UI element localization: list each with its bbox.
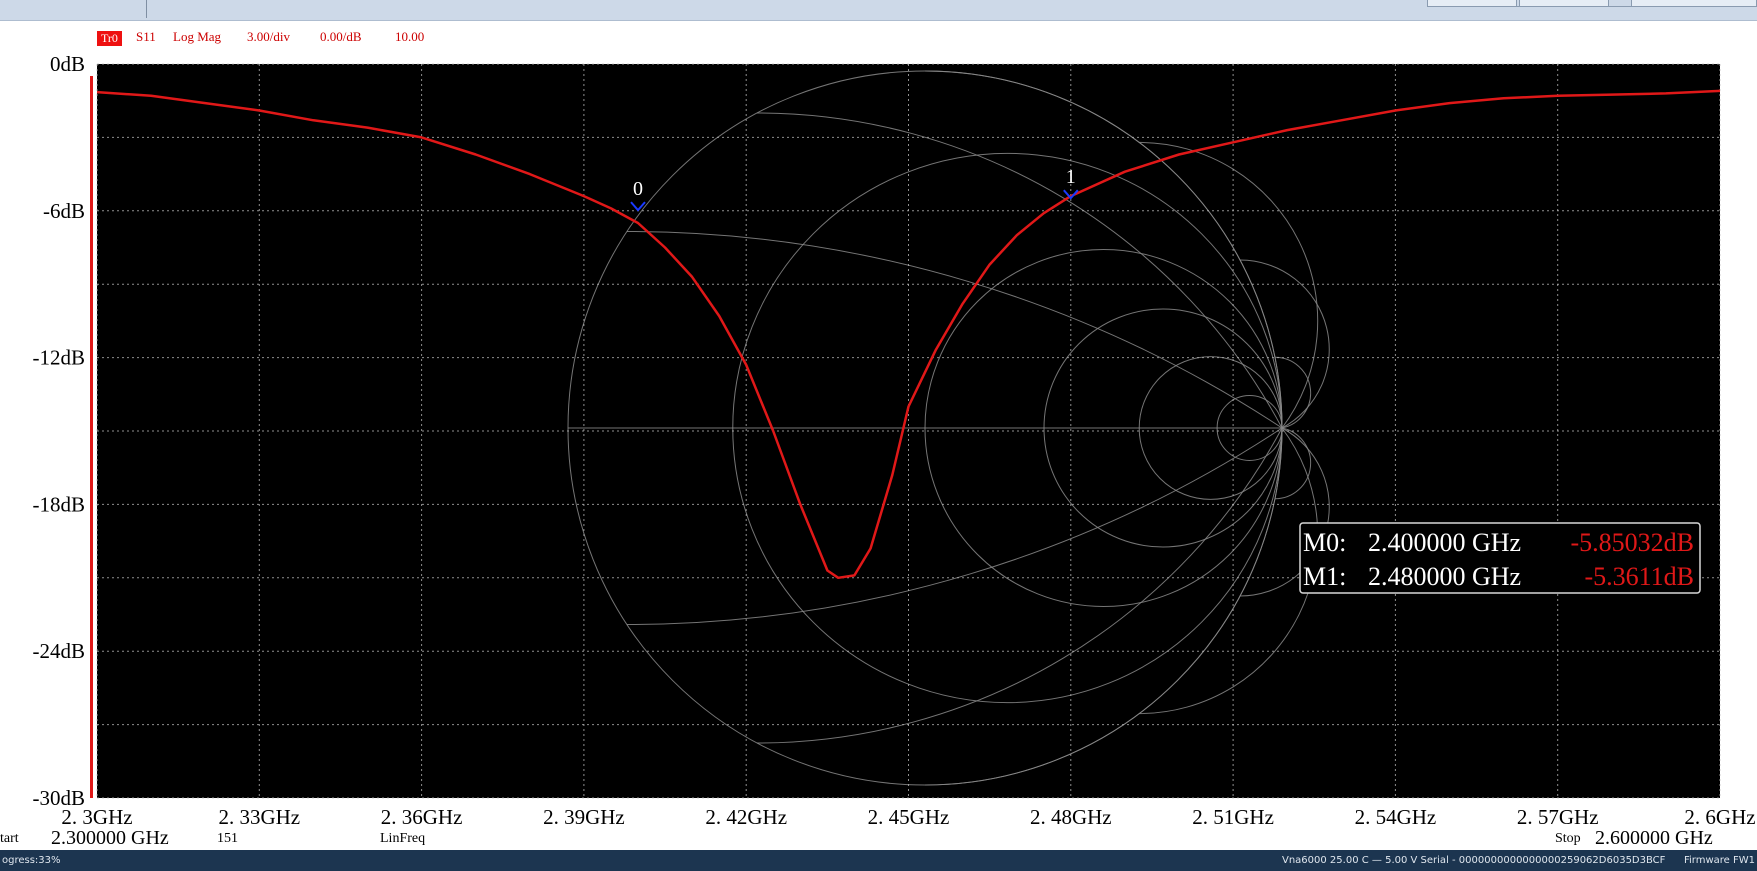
marker-symbol [630,201,646,212]
marker-symbol [1063,189,1079,200]
status-bar: ogress:33% Vna6000 25.00 C — 5.00 V Seri… [0,850,1757,871]
marker-readout-frequency: 2.480000 GHz [1368,562,1521,591]
x-tick-label: 2. 39GHz [543,805,625,829]
top-control-box[interactable] [1631,0,1757,7]
x-tick-label: 2. 6GHz [1684,805,1755,829]
smith-reactance-arc [626,230,1283,429]
start-label: tart [0,831,19,846]
y-tick-label: -12dB [33,346,86,370]
marker-readout-name: M1: [1303,562,1346,591]
firmware-info: Firmware FW1 [1684,855,1756,866]
x-tick-label: 2. 36GHz [381,805,463,829]
marker-readout-value: -5.3611dB [1584,562,1694,591]
reference-level-bar [90,76,93,798]
smith-reactance-arc [924,427,1283,786]
smith-reactance-arc [1274,356,1312,429]
chart-area[interactable]: 0dB -6dB -12dB -18dB -24dB -30dB 2. 3GHz 2. 33G… [0,51,1757,831]
smith-reactance-arc [1139,427,1319,715]
smith-reactance-arc [924,70,1283,429]
toolbar-separator [146,0,147,18]
x-tick-label: 2. 51GHz [1192,805,1274,829]
sweep-type[interactable]: LinFreq [380,831,426,846]
trace-reference: 0.00/dB [320,29,362,44]
trace-format: Log Mag [173,29,222,44]
x-tick-label: 2. 45GHz [868,805,950,829]
marker-label: 0 [633,178,643,200]
points-count[interactable]: 151 [217,831,238,846]
smith-reactance-arc [1274,427,1312,500]
smith-reactance-arc [626,427,1283,626]
window-top-strip [0,0,1757,21]
x-tick-label: 2. 54GHz [1355,805,1437,829]
device-info: Vna6000 25.00 C — 5.00 V Serial - 000000… [1282,855,1666,866]
smith-reactance-arc [756,427,1283,744]
top-right-controls [1427,0,1757,7]
y-tick-label: -6dB [43,199,85,223]
marker-readout-box [1299,522,1701,594]
y-tick-label: -30dB [33,786,86,810]
trace-scale: 3.00/div [247,29,290,44]
y-tick-label: -18dB [33,492,86,516]
marker-readout-name: M0: [1303,528,1346,557]
marker-label: 1 [1066,166,1076,188]
y-tick-label: 0dB [50,52,85,76]
start-frequency-value[interactable]: 2.300000 GHz [51,827,169,849]
trace-id-badge[interactable]: Tr0 [97,31,122,46]
smith-reactance-arc [756,112,1283,429]
x-tick-label: 2. 42GHz [705,805,787,829]
x-tick-label: 2. 3GHz [61,805,132,829]
x-tick-label: 2. 33GHz [218,805,300,829]
marker-readout-value: -5.85032dB [1571,528,1695,557]
trace-extra: 10.00 [395,29,425,44]
progress-text: ogress:33% [2,855,61,866]
stop-frequency-value[interactable]: 2.600000 GHz [1595,827,1713,849]
smith-reactance-arc [1139,141,1319,429]
trace-header: Tr0 S11 Log Mag 3.00/div 0.00/dB 10.00 [0,21,1757,51]
stop-label: Stop [1555,831,1581,846]
y-tick-label: -24dB [33,639,86,663]
marker-readout-frequency: 2.400000 GHz [1368,528,1521,557]
top-control-box[interactable] [1427,0,1517,7]
s11-trace-line [96,89,1721,580]
x-tick-label: 2. 48GHz [1030,805,1112,829]
top-control-box[interactable] [1519,0,1609,7]
trace-parameter: S11 [136,29,156,44]
sweep-bar: tart 2.300000 GHz 151 LinFreq Stop 2.600… [0,827,1757,850]
x-tick-label: 2. 57GHz [1517,805,1599,829]
